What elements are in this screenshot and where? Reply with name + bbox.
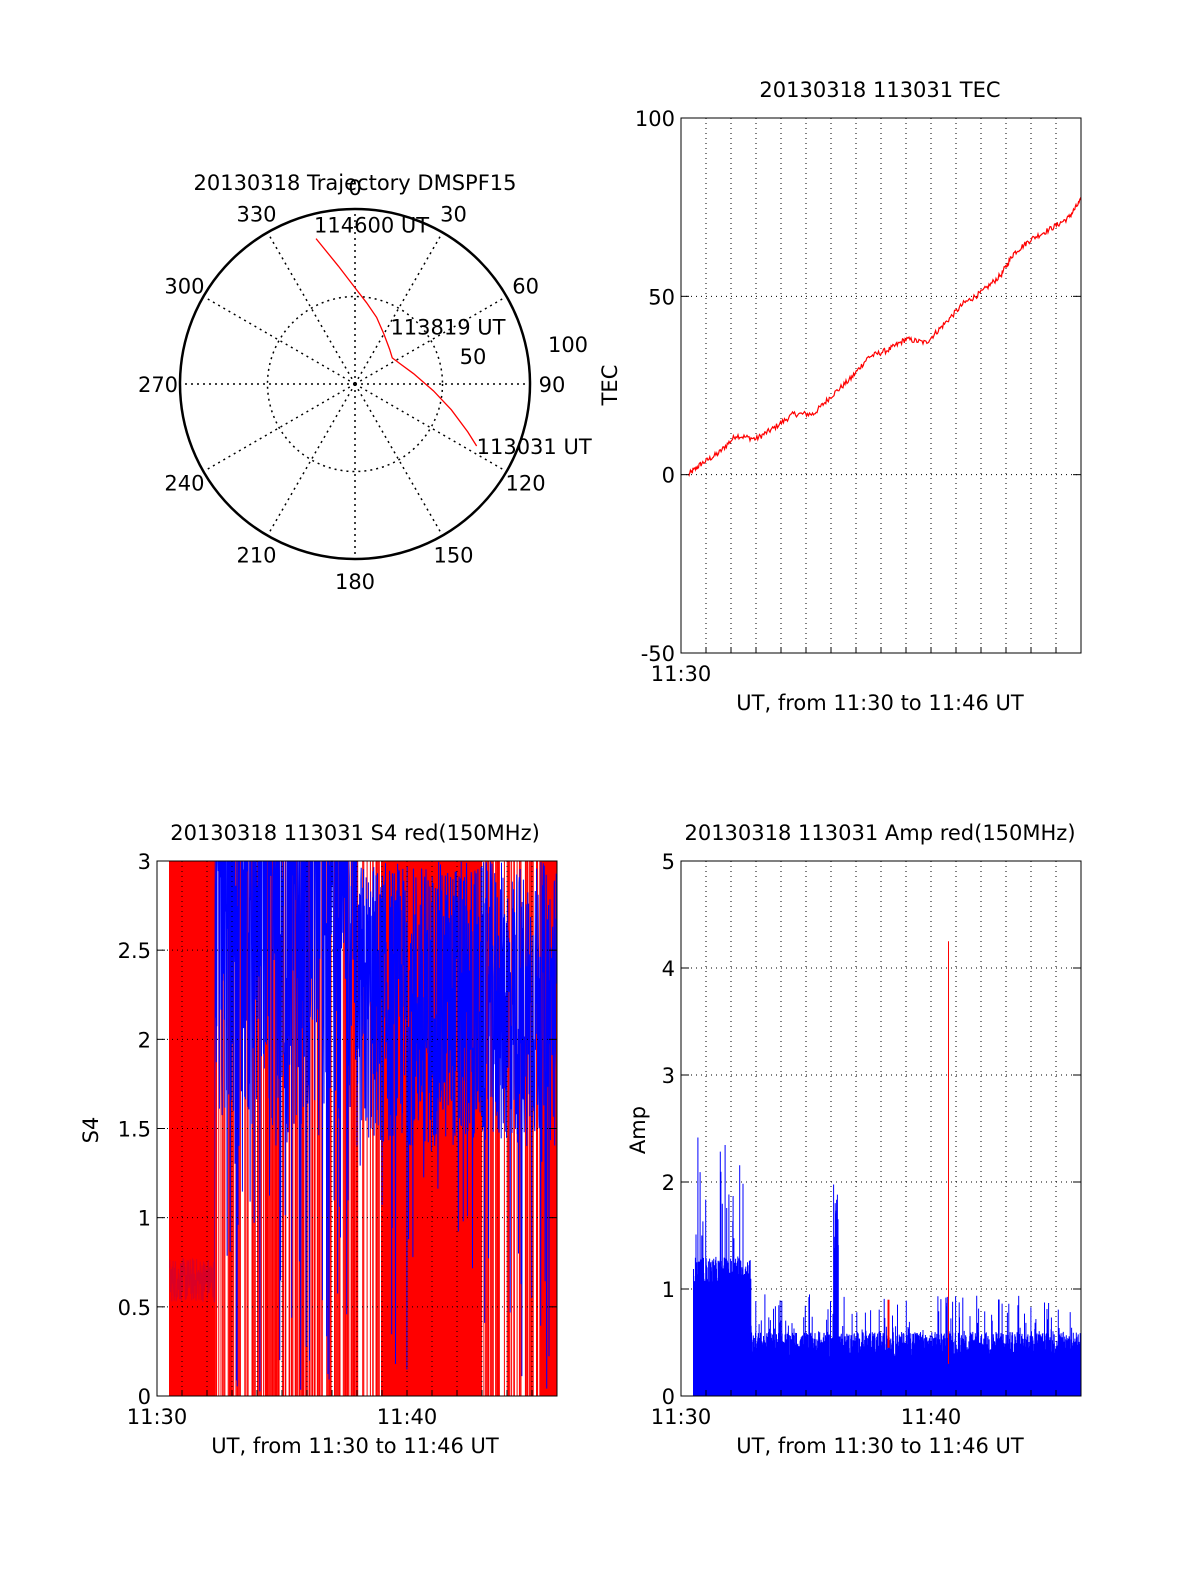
- polar-spoke-210: [266, 383, 356, 536]
- polar-angle-label-240: 240: [164, 472, 204, 496]
- tec-series: [687, 196, 1082, 477]
- polar-angle-label-120: 120: [506, 472, 546, 496]
- s4-plot: 20130318 113031 S4 red(150MHz) 3 2.5 2 1.5 1…: [79, 821, 558, 1458]
- amp-series: [693, 941, 1082, 1396]
- polar-spoke-240: [203, 383, 356, 473]
- polar-trajectory-plot: 20130318 Trajectory DMSPF15 0 30 60 90 120 15…: [138, 171, 592, 594]
- s4-ytick-label-2: 2: [138, 1028, 151, 1052]
- s4-ytick-label-0: 0: [138, 1385, 151, 1409]
- s4-ylabel: S4: [79, 1117, 103, 1144]
- amp-ytick-label-2: 2: [662, 1171, 675, 1195]
- polar-spoke-30: [354, 232, 444, 385]
- polar-ring-50: [266, 295, 444, 473]
- polar-trajectory-line: [315, 238, 478, 447]
- amp-xtick-label-0: 11:30: [651, 1405, 712, 1429]
- polar-angle-label-0: 0: [348, 176, 361, 200]
- tec-ytick-label-50: 50: [648, 285, 675, 309]
- amp-title: 20130318 113031 Amp red(150MHz): [684, 821, 1075, 845]
- polar-angle-label-300: 300: [164, 275, 204, 299]
- polar-angle-label-150: 150: [433, 544, 473, 568]
- amp-xlabel: UT, from 11:30 to 11:46 UT: [736, 1434, 1024, 1458]
- tec-ytick-label-0: 0: [662, 464, 675, 488]
- amp-ticks: 5 4 3 2 1 011:30 11:40: [651, 850, 1082, 1429]
- tec-xlabel: UT, from 11:30 to 11:46 UT: [736, 691, 1024, 715]
- s4-xtick-label-0: 11:30: [127, 1405, 188, 1429]
- amp-ytick-label-3: 3: [662, 1064, 675, 1088]
- tec-ytick-label-100: 100: [635, 107, 675, 131]
- s4-blue-series: [169, 860, 558, 1392]
- amp-ytick-label-0: 0: [662, 1385, 675, 1409]
- polar-grid: [180, 209, 530, 559]
- tec-line: [687, 196, 1082, 477]
- polar-angle-label-30: 30: [440, 202, 467, 226]
- polar-annotation-1: 113819 UT: [390, 316, 505, 340]
- polar-spoke-300: [203, 295, 356, 385]
- s4-ytick-label-1.5: 1.5: [118, 1118, 151, 1142]
- s4-title: 20130318 113031 S4 red(150MHz): [170, 821, 540, 845]
- polar-spoke-60: [354, 295, 507, 385]
- polar-trajectory-series: [315, 238, 478, 447]
- s4-grid: [157, 861, 557, 1396]
- tec-ylabel: TEC: [598, 365, 622, 407]
- s4-ytick-label-2.5: 2.5: [118, 939, 151, 963]
- polar-spoke-120: [354, 383, 507, 473]
- s4-series: [169, 860, 558, 1396]
- s4-red-series-top: [169, 861, 215, 1396]
- polar-radius-label-100: 100: [548, 333, 588, 357]
- amp-ytick-label-1: 1: [662, 1278, 675, 1302]
- polar-annotations: 114600 UT 113819 UT 113031 UT: [314, 214, 592, 459]
- tec-xtick-label-0: 11:30: [651, 662, 712, 686]
- polar-angle-label-180: 180: [335, 570, 375, 594]
- amp-ytick-label-5: 5: [662, 850, 675, 874]
- polar-angle-label-90: 90: [539, 373, 566, 397]
- tec-grid: [681, 118, 1081, 653]
- polar-radius-label-50: 50: [460, 345, 487, 369]
- polar-angle-label-210: 210: [236, 544, 276, 568]
- tec-title: 20130318 113031 TEC: [759, 78, 1000, 102]
- amp-ytick-label-4: 4: [662, 957, 675, 981]
- amp-plot: 20130318 113031 Amp red(150MHz) 54321011…: [626, 821, 1082, 1458]
- amp-blue-series: [693, 1137, 1082, 1396]
- polar-angle-label-60: 60: [512, 275, 539, 299]
- polar-spoke-150: [354, 383, 444, 536]
- amp-xtick-label-1: 11:40: [901, 1405, 962, 1429]
- polar-spoke-330: [266, 232, 356, 385]
- s4-ytick-label-1: 1: [138, 1207, 151, 1231]
- polar-title: 20130318 Trajectory DMSPF15: [193, 171, 516, 195]
- s4-xtick-label-1: 11:40: [377, 1405, 438, 1429]
- amp-ylabel: Amp: [626, 1106, 650, 1154]
- polar-annotation-0: 114600 UT: [314, 214, 429, 238]
- polar-angle-label-330: 330: [236, 202, 276, 226]
- polar-outer-ring: [178, 207, 532, 561]
- tec-ytick-label--50: -50: [641, 642, 675, 666]
- polar-angle-label-270: 270: [138, 373, 178, 397]
- polar-annotation-2: 113031 UT: [477, 435, 592, 459]
- polar-angle-labels: 0 30 60 90 120 150 180 210 240 270 300 330 50 100: [138, 176, 588, 594]
- s4-ytick-label-3: 3: [138, 850, 151, 874]
- s4-ticks: 3 2.5 2 1.5 1 0.5 011:30 11:40: [118, 850, 558, 1429]
- s4-xlabel: UT, from 11:30 to 11:46 UT: [211, 1434, 499, 1458]
- s4-ytick-label-0.5: 0.5: [118, 1296, 151, 1320]
